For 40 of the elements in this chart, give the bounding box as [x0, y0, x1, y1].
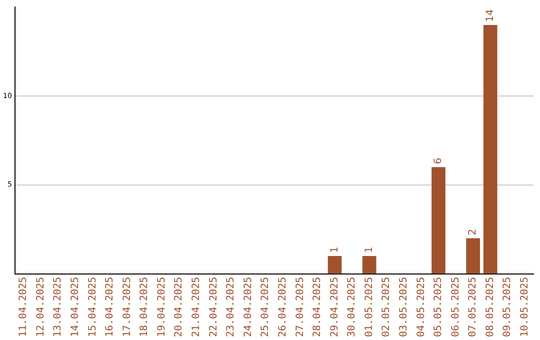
x-tick-label: 12.04.2025	[35, 276, 46, 338]
x-tick-label: 22.04.2025	[208, 276, 220, 338]
data-label: 1	[329, 246, 340, 254]
x-tick-label: 26.04.2025	[277, 276, 288, 338]
x-tick-label: 21.04.2025	[191, 276, 202, 338]
x-tick-label: 07.05.2025	[468, 276, 479, 338]
x-tick-label: 11.04.2025	[18, 276, 30, 338]
bar	[362, 256, 376, 274]
data-label: 1	[364, 246, 375, 254]
data-label: 6	[433, 158, 444, 164]
x-tick-label: 25.04.2025	[260, 276, 272, 338]
x-tick-label: 06.05.2025	[450, 276, 462, 338]
x-tick-label: 28.04.2025	[312, 276, 324, 338]
data-label: 14	[484, 9, 496, 22]
x-tick-label: 03.05.2025	[398, 276, 410, 338]
x-tick-label: 10.05.2025	[520, 276, 531, 338]
x-tick-label: 24.04.2025	[242, 276, 254, 338]
data-label: 2	[468, 228, 479, 236]
x-tick-label: 20.04.2025	[174, 276, 185, 338]
x-tick-label: 29.04.2025	[329, 276, 340, 338]
x-tick-label: 01.05.2025	[364, 276, 375, 338]
bar	[483, 24, 498, 274]
bar	[328, 256, 342, 274]
x-tick-label: 18.04.2025	[139, 276, 150, 338]
bar	[466, 238, 480, 274]
x-tick-label: 05.05.2025	[433, 276, 444, 338]
x-tick-label: 02.05.2025	[381, 276, 392, 338]
x-tick-label: 09.05.2025	[502, 276, 514, 338]
x-tick-label: 13.04.2025	[52, 276, 64, 338]
x-tick-label: 30.04.2025	[346, 276, 358, 338]
bar	[432, 167, 446, 274]
x-tick-label: 16.04.2025	[104, 276, 116, 338]
x-tick-label: 19.04.2025	[156, 276, 168, 338]
x-tick-label: 27.04.2025	[294, 276, 306, 338]
x-tick-label: 14.04.2025	[70, 276, 82, 338]
x-tick-label: 04.05.2025	[416, 276, 427, 338]
x-tick-label: 15.04.2025	[87, 276, 98, 338]
x-tick-label: 17.04.2025	[122, 276, 133, 338]
x-tick-label: 08.05.2025	[484, 276, 496, 338]
x-tick-label: 23.04.2025	[226, 276, 237, 338]
